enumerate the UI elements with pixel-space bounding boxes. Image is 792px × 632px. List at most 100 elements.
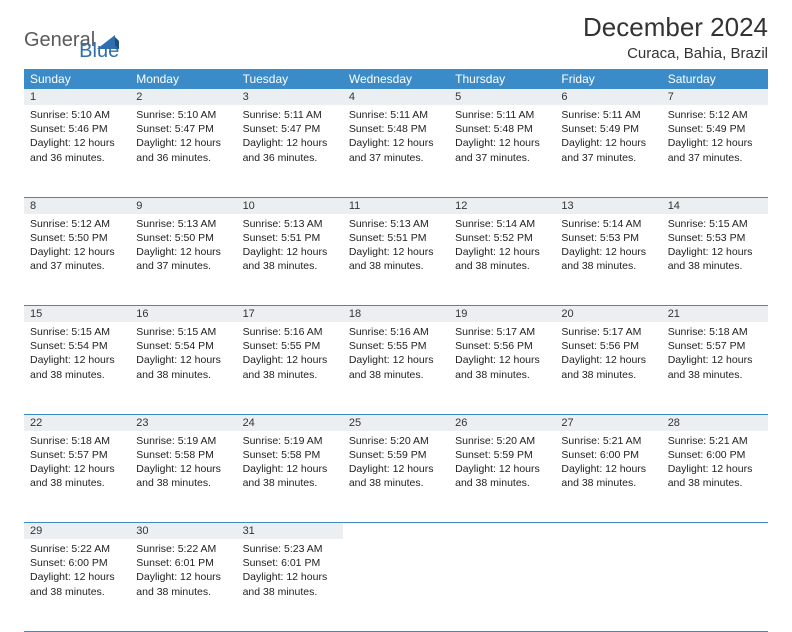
weekday-wednesday: Wednesday <box>343 69 449 89</box>
day-number-cell: 3 <box>237 89 343 105</box>
day-body-cell: Sunrise: 5:22 AMSunset: 6:00 PMDaylight:… <box>24 539 130 631</box>
day-body-cell: Sunrise: 5:17 AMSunset: 5:56 PMDaylight:… <box>555 322 661 414</box>
day-details: Sunrise: 5:20 AMSunset: 5:59 PMDaylight:… <box>343 431 449 495</box>
day-details: Sunrise: 5:17 AMSunset: 5:56 PMDaylight:… <box>555 322 661 386</box>
day-details: Sunrise: 5:12 AMSunset: 5:49 PMDaylight:… <box>662 105 768 169</box>
logo: General Blue <box>24 12 119 63</box>
day-body-cell: Sunrise: 5:11 AMSunset: 5:48 PMDaylight:… <box>449 105 555 197</box>
day-number-cell: 7 <box>662 89 768 105</box>
day-body-cell: Sunrise: 5:20 AMSunset: 5:59 PMDaylight:… <box>343 431 449 523</box>
day-body-cell: Sunrise: 5:15 AMSunset: 5:53 PMDaylight:… <box>662 214 768 306</box>
day-number-cell: 1 <box>24 89 130 105</box>
day-number-cell: 19 <box>449 306 555 323</box>
day-body-cell: Sunrise: 5:17 AMSunset: 5:56 PMDaylight:… <box>449 322 555 414</box>
day-details: Sunrise: 5:13 AMSunset: 5:50 PMDaylight:… <box>130 214 236 278</box>
day-body-cell: Sunrise: 5:10 AMSunset: 5:46 PMDaylight:… <box>24 105 130 197</box>
day-details: Sunrise: 5:22 AMSunset: 6:00 PMDaylight:… <box>24 539 130 603</box>
day-number-cell: 10 <box>237 197 343 214</box>
day-details: Sunrise: 5:18 AMSunset: 5:57 PMDaylight:… <box>24 431 130 495</box>
weekday-thursday: Thursday <box>449 69 555 89</box>
day-number-cell: 2 <box>130 89 236 105</box>
day-details: Sunrise: 5:10 AMSunset: 5:47 PMDaylight:… <box>130 105 236 169</box>
day-details: Sunrise: 5:15 AMSunset: 5:53 PMDaylight:… <box>662 214 768 278</box>
day-number-cell: 4 <box>343 89 449 105</box>
logo-blue: Blue <box>79 40 119 63</box>
day-number-cell: 6 <box>555 89 661 105</box>
day-number-cell: 22 <box>24 414 130 431</box>
weekday-header-row: Sunday Monday Tuesday Wednesday Thursday… <box>24 69 768 89</box>
day-details: Sunrise: 5:19 AMSunset: 5:58 PMDaylight:… <box>130 431 236 495</box>
weekday-friday: Friday <box>555 69 661 89</box>
day-body-cell: Sunrise: 5:18 AMSunset: 5:57 PMDaylight:… <box>662 322 768 414</box>
day-number-cell: 27 <box>555 414 661 431</box>
day-details: Sunrise: 5:18 AMSunset: 5:57 PMDaylight:… <box>662 322 768 386</box>
page-header: General Blue December 2024 Curaca, Bahia… <box>24 12 768 63</box>
weekday-monday: Monday <box>130 69 236 89</box>
calendar-table: Sunday Monday Tuesday Wednesday Thursday… <box>24 69 768 632</box>
day-number-cell: 5 <box>449 89 555 105</box>
day-number-cell: 24 <box>237 414 343 431</box>
day-body-cell <box>343 539 449 631</box>
day-number-row: 891011121314 <box>24 197 768 214</box>
day-details: Sunrise: 5:13 AMSunset: 5:51 PMDaylight:… <box>343 214 449 278</box>
day-number-cell: 11 <box>343 197 449 214</box>
day-details: Sunrise: 5:10 AMSunset: 5:46 PMDaylight:… <box>24 105 130 169</box>
day-number-cell <box>555 523 661 540</box>
day-body-cell: Sunrise: 5:13 AMSunset: 5:51 PMDaylight:… <box>343 214 449 306</box>
day-body-cell: Sunrise: 5:15 AMSunset: 5:54 PMDaylight:… <box>130 322 236 414</box>
day-number-cell: 28 <box>662 414 768 431</box>
day-body-cell: Sunrise: 5:20 AMSunset: 5:59 PMDaylight:… <box>449 431 555 523</box>
day-body-row: Sunrise: 5:22 AMSunset: 6:00 PMDaylight:… <box>24 539 768 631</box>
month-title: December 2024 <box>583 12 768 43</box>
day-details: Sunrise: 5:14 AMSunset: 5:53 PMDaylight:… <box>555 214 661 278</box>
day-number-cell: 13 <box>555 197 661 214</box>
day-body-cell: Sunrise: 5:11 AMSunset: 5:48 PMDaylight:… <box>343 105 449 197</box>
day-details: Sunrise: 5:11 AMSunset: 5:49 PMDaylight:… <box>555 105 661 169</box>
day-number-cell: 26 <box>449 414 555 431</box>
weekday-tuesday: Tuesday <box>237 69 343 89</box>
day-body-cell: Sunrise: 5:19 AMSunset: 5:58 PMDaylight:… <box>237 431 343 523</box>
day-details: Sunrise: 5:17 AMSunset: 5:56 PMDaylight:… <box>449 322 555 386</box>
day-number-cell: 20 <box>555 306 661 323</box>
day-body-cell: Sunrise: 5:18 AMSunset: 5:57 PMDaylight:… <box>24 431 130 523</box>
day-details: Sunrise: 5:21 AMSunset: 6:00 PMDaylight:… <box>662 431 768 495</box>
day-number-cell: 16 <box>130 306 236 323</box>
day-details: Sunrise: 5:13 AMSunset: 5:51 PMDaylight:… <box>237 214 343 278</box>
day-details: Sunrise: 5:19 AMSunset: 5:58 PMDaylight:… <box>237 431 343 495</box>
title-block: December 2024 Curaca, Bahia, Brazil <box>583 12 768 62</box>
day-details: Sunrise: 5:23 AMSunset: 6:01 PMDaylight:… <box>237 539 343 603</box>
day-number-cell: 29 <box>24 523 130 540</box>
day-body-cell: Sunrise: 5:11 AMSunset: 5:49 PMDaylight:… <box>555 105 661 197</box>
day-body-cell: Sunrise: 5:13 AMSunset: 5:51 PMDaylight:… <box>237 214 343 306</box>
day-number-cell: 8 <box>24 197 130 214</box>
day-details: Sunrise: 5:15 AMSunset: 5:54 PMDaylight:… <box>130 322 236 386</box>
day-body-cell: Sunrise: 5:21 AMSunset: 6:00 PMDaylight:… <box>555 431 661 523</box>
day-number-cell: 9 <box>130 197 236 214</box>
day-body-cell: Sunrise: 5:16 AMSunset: 5:55 PMDaylight:… <box>237 322 343 414</box>
day-body-cell: Sunrise: 5:12 AMSunset: 5:49 PMDaylight:… <box>662 105 768 197</box>
day-number-row: 22232425262728 <box>24 414 768 431</box>
day-details: Sunrise: 5:16 AMSunset: 5:55 PMDaylight:… <box>343 322 449 386</box>
day-body-row: Sunrise: 5:18 AMSunset: 5:57 PMDaylight:… <box>24 431 768 523</box>
day-number-cell <box>343 523 449 540</box>
day-details: Sunrise: 5:20 AMSunset: 5:59 PMDaylight:… <box>449 431 555 495</box>
day-body-row: Sunrise: 5:10 AMSunset: 5:46 PMDaylight:… <box>24 105 768 197</box>
day-body-cell <box>555 539 661 631</box>
day-number-cell: 14 <box>662 197 768 214</box>
day-number-cell <box>449 523 555 540</box>
day-details: Sunrise: 5:11 AMSunset: 5:48 PMDaylight:… <box>343 105 449 169</box>
day-body-cell: Sunrise: 5:16 AMSunset: 5:55 PMDaylight:… <box>343 322 449 414</box>
day-number-cell: 30 <box>130 523 236 540</box>
day-details: Sunrise: 5:16 AMSunset: 5:55 PMDaylight:… <box>237 322 343 386</box>
day-body-cell: Sunrise: 5:14 AMSunset: 5:53 PMDaylight:… <box>555 214 661 306</box>
day-body-cell: Sunrise: 5:12 AMSunset: 5:50 PMDaylight:… <box>24 214 130 306</box>
day-number-row: 15161718192021 <box>24 306 768 323</box>
day-details: Sunrise: 5:14 AMSunset: 5:52 PMDaylight:… <box>449 214 555 278</box>
day-details: Sunrise: 5:12 AMSunset: 5:50 PMDaylight:… <box>24 214 130 278</box>
day-body-cell: Sunrise: 5:11 AMSunset: 5:47 PMDaylight:… <box>237 105 343 197</box>
day-body-row: Sunrise: 5:15 AMSunset: 5:54 PMDaylight:… <box>24 322 768 414</box>
day-body-cell <box>662 539 768 631</box>
weekday-sunday: Sunday <box>24 69 130 89</box>
day-details: Sunrise: 5:22 AMSunset: 6:01 PMDaylight:… <box>130 539 236 603</box>
day-number-cell: 25 <box>343 414 449 431</box>
